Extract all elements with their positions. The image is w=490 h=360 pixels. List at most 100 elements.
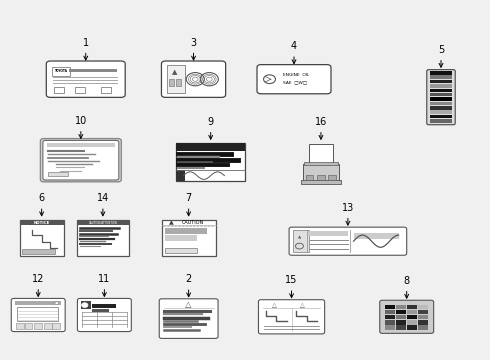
FancyBboxPatch shape — [289, 227, 407, 255]
Bar — [430, 110, 452, 114]
Text: ▲: ▲ — [298, 235, 301, 239]
Bar — [417, 315, 428, 319]
Bar — [54, 87, 64, 93]
Bar — [395, 310, 406, 314]
Text: 3: 3 — [191, 38, 196, 60]
Text: 11: 11 — [98, 274, 110, 296]
Bar — [77, 220, 128, 225]
Bar — [165, 235, 197, 241]
Bar — [52, 323, 60, 329]
Bar — [407, 315, 416, 319]
Text: 13: 13 — [342, 203, 354, 225]
Bar — [430, 84, 452, 88]
Text: CAUTION/ATTENTION: CAUTION/ATTENTION — [89, 221, 117, 225]
Bar — [165, 228, 207, 234]
Bar — [75, 87, 85, 93]
Bar — [407, 305, 416, 309]
Bar — [430, 80, 452, 84]
Bar — [430, 102, 452, 105]
Bar — [92, 309, 109, 312]
FancyBboxPatch shape — [427, 70, 455, 125]
Text: ▲: ▲ — [169, 220, 174, 225]
Text: 6: 6 — [39, 193, 45, 216]
Bar — [15, 301, 61, 305]
Bar — [92, 304, 116, 307]
Bar — [395, 305, 406, 309]
Text: TOYOTA: TOYOTA — [54, 69, 68, 73]
FancyBboxPatch shape — [46, 61, 125, 97]
Bar — [101, 87, 111, 93]
Text: NOTICE: NOTICE — [33, 221, 50, 225]
Bar — [395, 315, 406, 319]
Bar — [430, 97, 452, 101]
Text: △: △ — [272, 302, 277, 307]
Bar — [162, 220, 216, 256]
Text: ▲: ▲ — [172, 69, 177, 75]
Bar — [22, 249, 55, 254]
Bar — [169, 79, 174, 86]
Bar — [167, 65, 185, 93]
Text: ENGINE  OIL: ENGINE OIL — [283, 73, 309, 77]
Bar — [17, 307, 58, 321]
Text: △: △ — [185, 300, 192, 309]
Text: 7: 7 — [186, 193, 192, 216]
Bar — [44, 323, 52, 329]
Bar — [301, 180, 341, 184]
Bar — [385, 305, 394, 309]
Text: 2: 2 — [186, 274, 192, 297]
Bar — [417, 325, 428, 330]
Bar — [176, 170, 185, 181]
Text: 9: 9 — [208, 117, 214, 139]
Bar — [308, 231, 348, 236]
Text: 15: 15 — [285, 275, 298, 298]
Bar — [309, 144, 333, 163]
Bar — [430, 106, 452, 109]
FancyBboxPatch shape — [159, 299, 218, 338]
Bar — [430, 89, 452, 92]
Bar — [430, 114, 452, 118]
Bar — [20, 220, 64, 225]
Bar — [165, 248, 197, 253]
Bar — [176, 143, 245, 181]
Text: 12: 12 — [32, 274, 45, 296]
Text: 16: 16 — [315, 117, 327, 139]
FancyBboxPatch shape — [161, 61, 225, 97]
Bar — [48, 172, 68, 176]
Bar — [395, 325, 406, 330]
Bar — [318, 175, 325, 180]
Bar — [306, 175, 313, 180]
Bar — [430, 71, 452, 75]
Text: △: △ — [300, 302, 305, 307]
Bar — [328, 175, 336, 180]
Bar — [20, 220, 64, 256]
FancyBboxPatch shape — [77, 298, 131, 332]
Text: 5: 5 — [438, 45, 444, 67]
Bar — [81, 301, 91, 309]
Bar — [176, 143, 245, 152]
Bar — [304, 162, 338, 166]
Text: 10: 10 — [74, 116, 87, 138]
Circle shape — [55, 302, 59, 305]
Text: 14: 14 — [97, 193, 109, 216]
Bar — [430, 76, 452, 79]
Bar — [385, 325, 394, 330]
Bar — [293, 230, 309, 252]
Bar — [34, 323, 42, 329]
Bar — [354, 233, 399, 239]
FancyBboxPatch shape — [40, 139, 122, 182]
Bar — [417, 320, 428, 325]
Bar — [52, 67, 70, 76]
FancyBboxPatch shape — [380, 300, 434, 333]
Text: 8: 8 — [404, 276, 410, 298]
Bar — [175, 79, 181, 86]
FancyBboxPatch shape — [11, 298, 65, 332]
Text: 4: 4 — [291, 41, 297, 64]
Bar — [430, 119, 452, 122]
Bar — [417, 305, 428, 309]
Bar — [385, 320, 394, 325]
Bar — [24, 323, 32, 329]
Bar — [385, 315, 394, 319]
Bar — [417, 310, 428, 314]
Bar — [430, 93, 452, 96]
FancyBboxPatch shape — [43, 140, 119, 180]
